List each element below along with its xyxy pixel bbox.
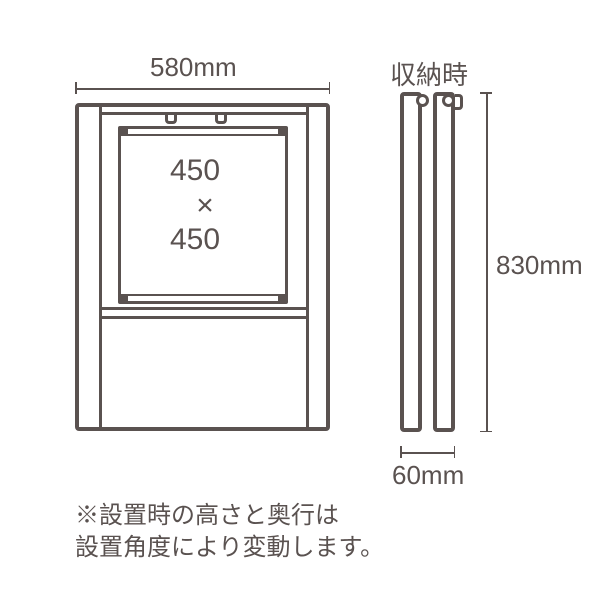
dim-height-tick-b	[480, 431, 492, 433]
main-right-post-inner	[306, 103, 309, 431]
main-left-post-inner	[99, 103, 102, 431]
main-lower-bar-2	[99, 316, 309, 319]
folded-title-text: 収納時	[390, 55, 468, 92]
panel-corner-tl	[118, 126, 128, 136]
panel-corner-tr	[278, 126, 288, 136]
dim-depth-line	[400, 452, 455, 454]
panel-size-line2: ×	[176, 189, 214, 224]
panel-corner-bl	[118, 294, 128, 304]
panel-size-label: 450 × 450	[170, 154, 220, 258]
note-line1: ※設置時の高さと奥行は	[75, 502, 339, 529]
dim-depth-label: 60mm	[392, 460, 464, 491]
dim-width-line	[75, 88, 330, 90]
main-top-bar	[99, 112, 309, 115]
note-text: ※設置時の高さと奥行は 設置角度により変動します。	[75, 500, 384, 565]
dim-width-tick-r	[329, 82, 331, 94]
hanger-right	[215, 114, 227, 124]
dim-width-tick-l	[75, 82, 77, 94]
diagram-stage: 580mm 450 × 450 収納時 830mm	[0, 0, 600, 600]
inner-panel-bot-inset	[121, 294, 285, 296]
panel-corner-br	[278, 294, 288, 304]
folded-post-left	[400, 92, 422, 432]
inner-panel-top-inset	[121, 134, 285, 136]
panel-size-line3: 450	[170, 223, 220, 256]
dim-height-label: 830mm	[496, 250, 583, 281]
folded-tab	[455, 94, 463, 110]
folded-post-right	[433, 92, 455, 432]
folded-hinge-2	[442, 94, 455, 107]
hanger-left	[165, 114, 177, 124]
dim-height-line	[486, 92, 488, 432]
main-lower-bar-1	[99, 307, 309, 310]
note-line2: 設置角度により変動します。	[75, 534, 384, 561]
dim-width-label: 580mm	[150, 52, 237, 83]
dim-depth-tick-r	[454, 446, 456, 458]
panel-size-line1: 450	[170, 154, 220, 187]
dim-depth-tick-l	[400, 446, 402, 458]
folded-hinge-1	[416, 94, 429, 107]
dim-height-tick-t	[480, 92, 492, 94]
